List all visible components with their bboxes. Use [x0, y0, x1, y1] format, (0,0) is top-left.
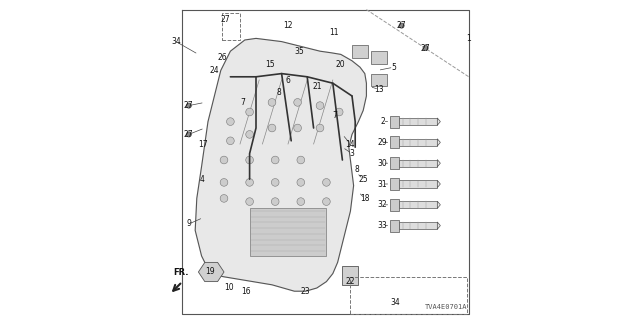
Polygon shape	[437, 222, 440, 229]
Text: 10: 10	[224, 284, 234, 292]
Text: 22: 22	[346, 277, 355, 286]
Circle shape	[268, 124, 276, 132]
Text: 27: 27	[184, 101, 194, 110]
Bar	[223, 13, 240, 40]
Text: 8: 8	[276, 88, 281, 97]
Text: 27: 27	[397, 21, 406, 30]
Circle shape	[271, 156, 279, 164]
Circle shape	[294, 99, 301, 106]
Bar	[351, 277, 467, 314]
Text: 34: 34	[390, 298, 400, 307]
Text: 20: 20	[336, 60, 346, 68]
Polygon shape	[250, 208, 326, 256]
Text: 8: 8	[355, 165, 359, 174]
Text: 16: 16	[241, 287, 252, 296]
Bar	[390, 136, 399, 148]
Text: 24: 24	[209, 66, 220, 75]
Circle shape	[297, 198, 305, 205]
Polygon shape	[437, 180, 440, 188]
Bar	[399, 118, 437, 125]
Text: 33: 33	[378, 221, 387, 230]
Text: 18: 18	[360, 194, 369, 203]
Circle shape	[246, 198, 253, 205]
Polygon shape	[342, 266, 358, 285]
Text: 9: 9	[186, 220, 191, 228]
Text: 34: 34	[171, 37, 181, 46]
Text: 31: 31	[378, 180, 387, 188]
Text: 29: 29	[378, 138, 387, 147]
Polygon shape	[437, 118, 440, 125]
Circle shape	[220, 179, 228, 186]
Text: 27: 27	[420, 44, 431, 52]
Text: 30: 30	[378, 159, 387, 168]
Polygon shape	[437, 160, 440, 167]
Polygon shape	[437, 201, 440, 208]
Circle shape	[271, 198, 279, 205]
Text: 11: 11	[330, 28, 339, 36]
Bar	[399, 222, 437, 229]
Circle shape	[297, 156, 305, 164]
Polygon shape	[195, 38, 366, 291]
Text: 15: 15	[266, 60, 275, 68]
Text: 23: 23	[301, 287, 310, 296]
Text: 35: 35	[294, 47, 304, 56]
Circle shape	[294, 124, 301, 132]
Polygon shape	[371, 51, 387, 64]
Text: 27: 27	[221, 15, 230, 24]
Circle shape	[297, 179, 305, 186]
Text: 1: 1	[467, 34, 471, 43]
Polygon shape	[371, 74, 387, 86]
Bar	[390, 157, 399, 169]
Polygon shape	[352, 45, 368, 58]
Text: 19: 19	[205, 268, 214, 276]
Circle shape	[220, 195, 228, 202]
Bar	[399, 139, 437, 146]
Circle shape	[246, 131, 253, 138]
Polygon shape	[437, 139, 440, 146]
Text: 26: 26	[218, 53, 227, 62]
Circle shape	[316, 124, 324, 132]
Circle shape	[423, 45, 428, 51]
Circle shape	[227, 118, 234, 125]
Text: 27: 27	[184, 130, 194, 139]
Text: 4: 4	[199, 175, 204, 184]
Bar	[399, 160, 437, 167]
Circle shape	[271, 179, 279, 186]
Text: 14: 14	[346, 140, 355, 148]
Circle shape	[316, 102, 324, 109]
Bar	[390, 199, 399, 211]
Text: 25: 25	[358, 175, 368, 184]
Text: FR.: FR.	[173, 268, 189, 277]
Text: 32: 32	[378, 200, 387, 209]
Circle shape	[323, 179, 330, 186]
Text: TVA4E0701A: TVA4E0701A	[425, 304, 467, 310]
Text: 7: 7	[332, 111, 337, 120]
Bar	[390, 116, 399, 128]
Bar	[399, 180, 437, 188]
Text: 17: 17	[198, 140, 208, 148]
Circle shape	[246, 156, 253, 164]
Text: 21: 21	[312, 82, 321, 91]
Circle shape	[186, 132, 191, 137]
Text: 2: 2	[380, 117, 385, 126]
Circle shape	[186, 103, 191, 108]
Circle shape	[399, 23, 404, 28]
Bar	[390, 178, 399, 190]
Text: 5: 5	[391, 63, 396, 72]
Circle shape	[246, 108, 253, 116]
Text: 7: 7	[241, 98, 246, 107]
Bar	[390, 220, 399, 232]
Circle shape	[323, 198, 330, 205]
Text: 6: 6	[285, 76, 291, 84]
Circle shape	[246, 179, 253, 186]
Circle shape	[227, 137, 234, 145]
Circle shape	[220, 156, 228, 164]
Bar	[399, 201, 437, 208]
Circle shape	[268, 99, 276, 106]
Text: 12: 12	[284, 21, 292, 30]
Text: 3: 3	[349, 149, 355, 158]
Polygon shape	[198, 262, 224, 282]
Text: 13: 13	[374, 85, 384, 94]
Circle shape	[335, 108, 343, 116]
